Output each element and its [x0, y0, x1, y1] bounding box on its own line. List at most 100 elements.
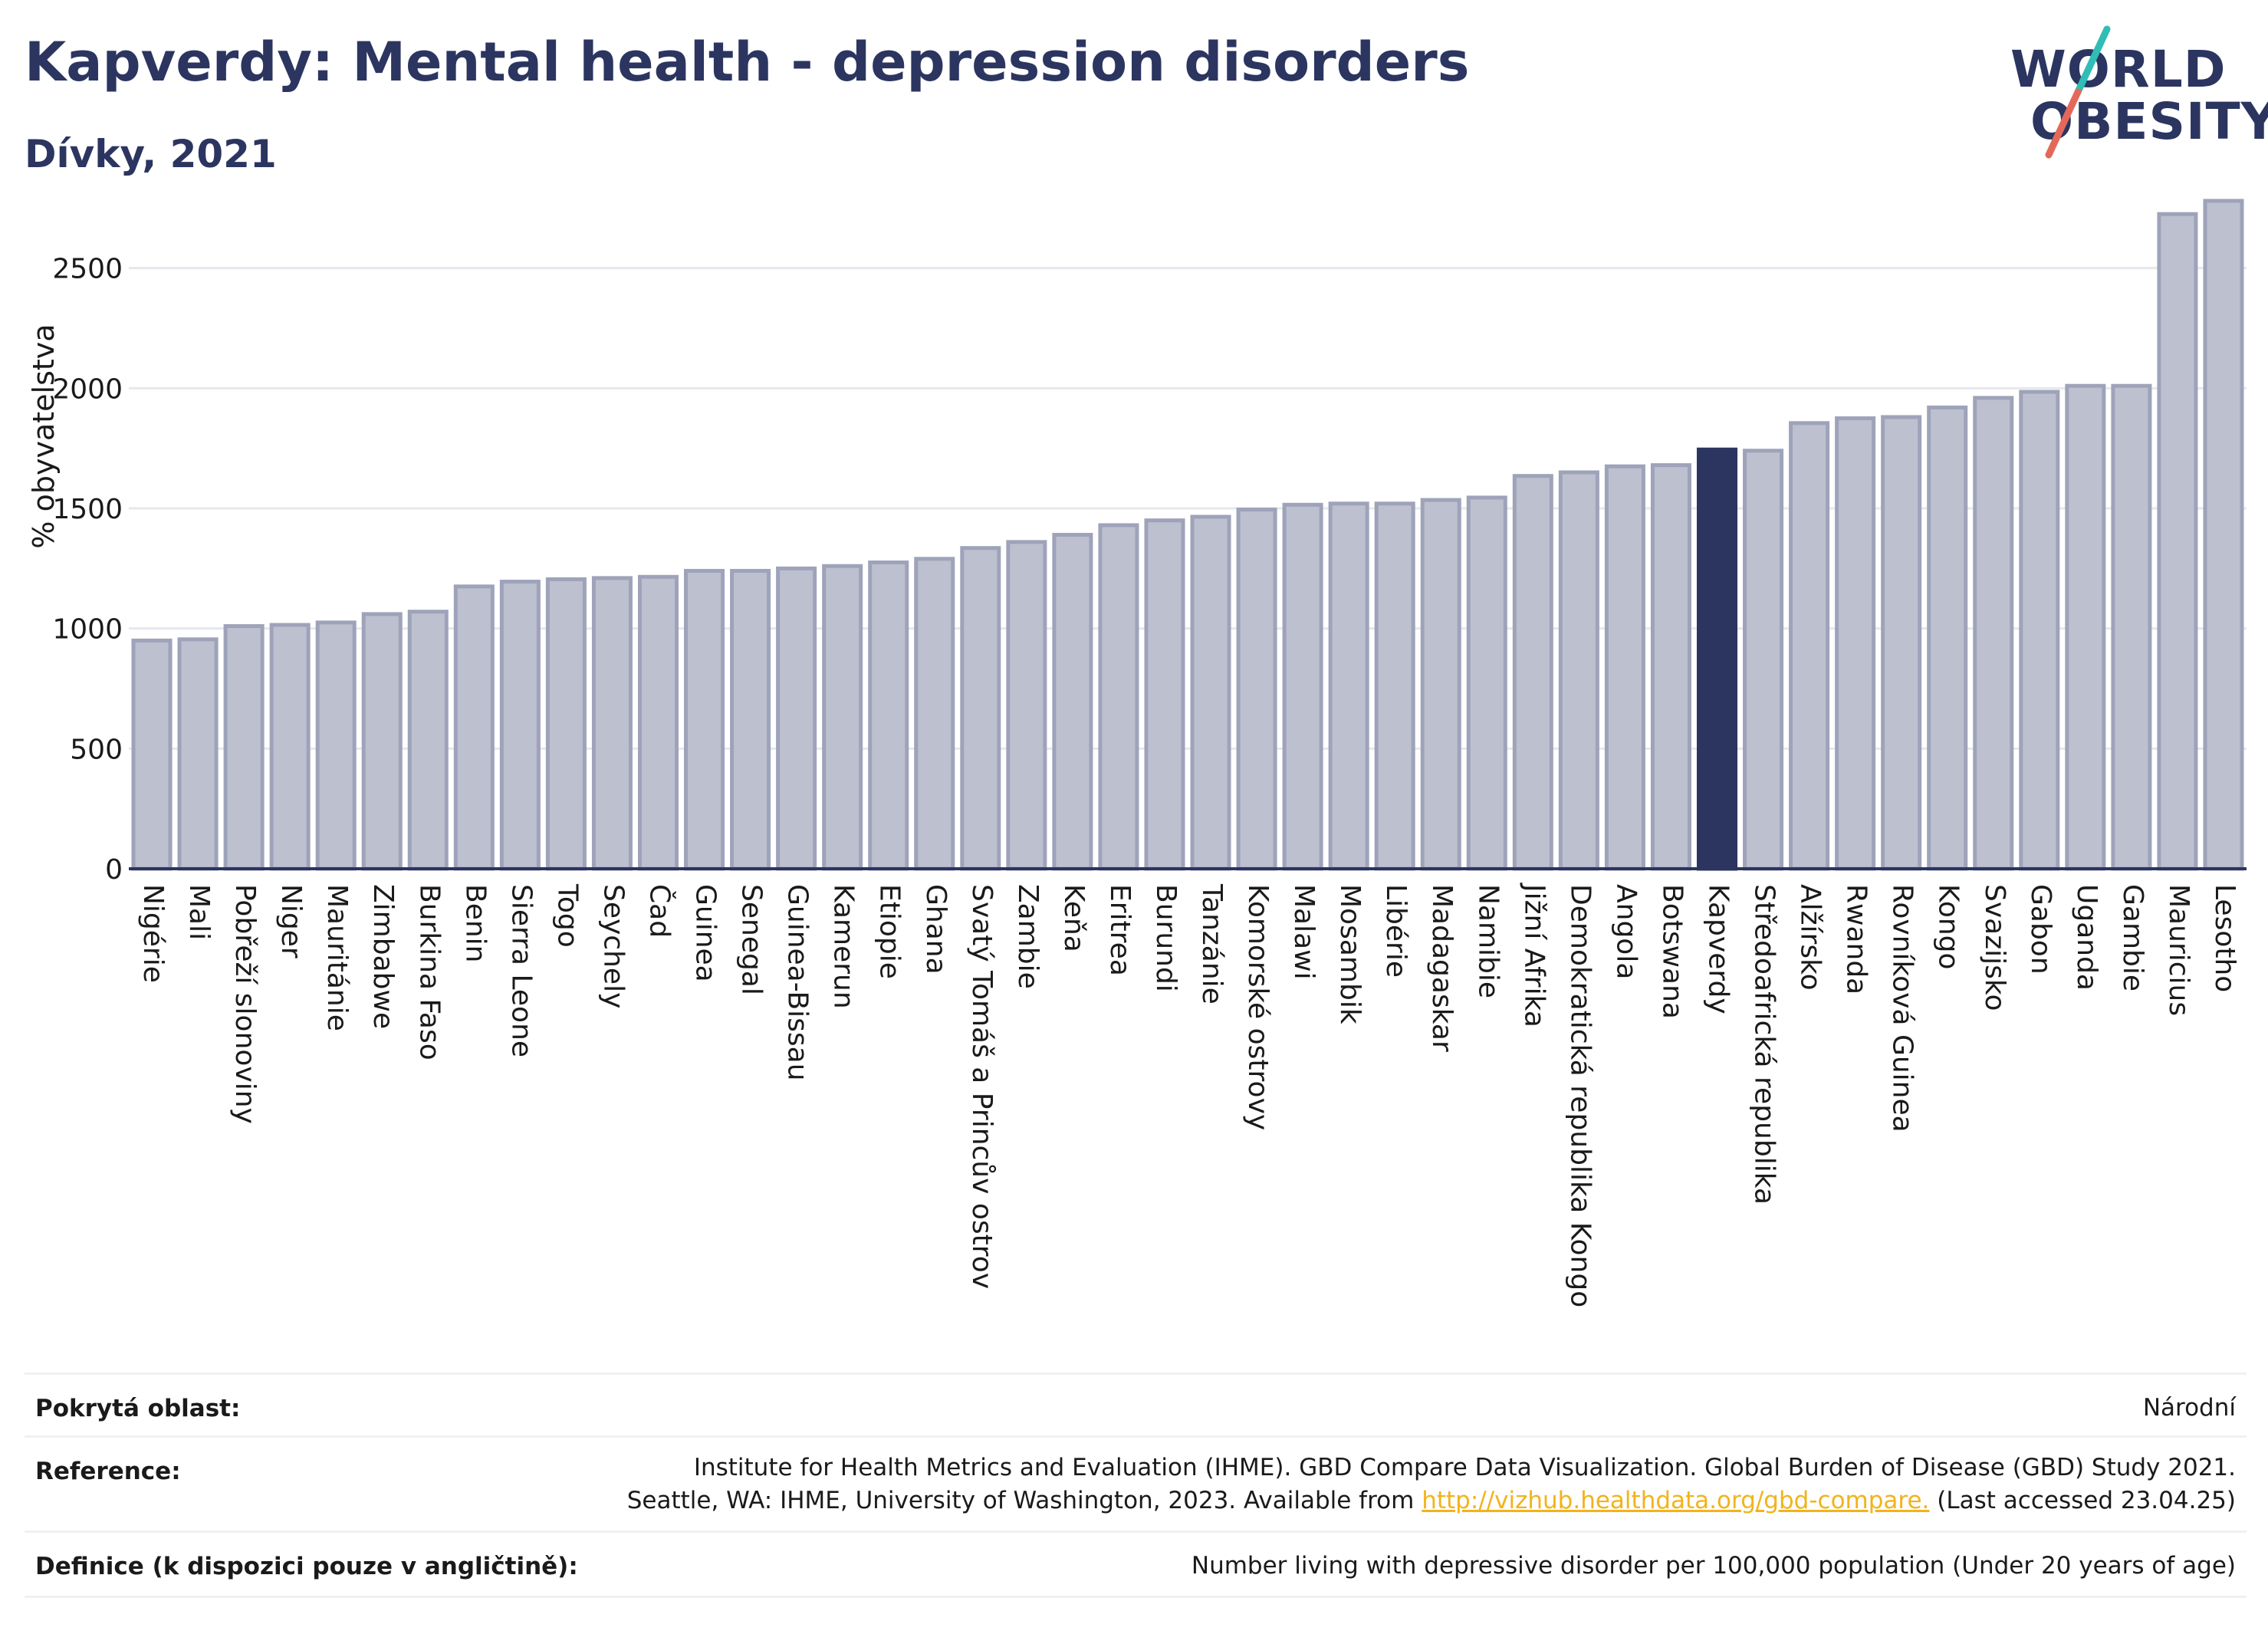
x-tick-label: Uganda [2071, 884, 2102, 991]
bar [2157, 212, 2198, 871]
bar [1743, 449, 1784, 871]
bar [914, 557, 955, 871]
coverage-row: Pokrytá oblast: Národní [25, 1373, 2247, 1438]
x-tick-label: Gambie [2117, 884, 2148, 991]
definition-row: Definice (k dispozici pouze v angličtině… [25, 1530, 2247, 1598]
x-tick-label: Etiopie [874, 884, 906, 979]
bar [499, 580, 541, 871]
x-tick-label: Rwanda [1841, 884, 1872, 995]
bar [453, 584, 495, 871]
bar [776, 566, 817, 871]
bar [1006, 540, 1047, 871]
definition-value: Number living with depressive disorder p… [1191, 1552, 2236, 1580]
y-axis-label: % obyvatelstva [27, 324, 61, 548]
world-obesity-logo: WORLD OBESITY [1994, 23, 2268, 169]
bar [1144, 518, 1185, 871]
bar [1420, 498, 1461, 871]
y-tick-label: 0 [105, 854, 123, 886]
bar [361, 612, 403, 871]
reference-label: Reference: [35, 1458, 181, 1485]
x-tick-label: Togo [551, 883, 583, 948]
x-tick-label: Malawi [1288, 884, 1320, 980]
x-tick-label: Kamerun [828, 884, 860, 1009]
x-tick-label: Niger [275, 884, 307, 958]
bar [1512, 474, 1553, 871]
x-tick-label: Benin [459, 884, 491, 962]
x-tick-label: Středoafrická republika [1749, 884, 1780, 1205]
y-tick-label: 2500 [52, 254, 123, 285]
bar [1881, 415, 1922, 871]
bar [315, 620, 357, 871]
x-tick-label: Komorské ostrovy [1242, 884, 1274, 1130]
bar [1052, 532, 1093, 871]
bar [1282, 502, 1323, 871]
x-tick-label: Jižní Afrika [1518, 883, 1550, 1027]
bar [223, 624, 265, 871]
reference-line-2-start: Seattle, WA: IHME, University of Washing… [626, 1487, 1422, 1514]
x-tick-label: Mali [183, 884, 215, 940]
x-tick-label: Mauricius [2163, 884, 2194, 1016]
bar-chart: 0 500 1000 1500 2000 2500 % obyvatelstva Nigéri… [27, 199, 2247, 1307]
bar [1789, 421, 1830, 871]
x-tick-label: Lesotho [2209, 884, 2240, 992]
bar [177, 637, 219, 871]
bar [407, 610, 449, 871]
x-tick-label: Mauritánie [321, 884, 353, 1031]
x-tick-label: Botswana [1656, 884, 1688, 1019]
x-tick-label: Keňa [1058, 884, 1090, 952]
x-tick-label: Gabon [2025, 884, 2056, 975]
bar [269, 623, 311, 871]
bar [2111, 383, 2152, 871]
x-tick-label: Kongo [1933, 884, 1964, 970]
coverage-value: Národní [2142, 1394, 2236, 1422]
bar [1927, 405, 1968, 871]
logo-line-1: WORLD [2010, 40, 2227, 99]
x-tick-label: Eritrea [1104, 884, 1136, 976]
x-tick-label: Pobřeží slonoviny [229, 884, 261, 1124]
x-tick-label: Ghana [920, 884, 952, 975]
bar [1374, 501, 1415, 871]
bar [960, 546, 1001, 871]
x-tick-label: Burkina Faso [413, 884, 445, 1060]
bar [545, 577, 587, 871]
reference-value: Institute for Health Metrics and Evaluat… [627, 1452, 2236, 1517]
bar [1604, 464, 1645, 871]
reference-row: Reference: Institute for Health Metrics … [25, 1435, 2247, 1533]
bar [1098, 523, 1139, 871]
reference-line-2-end: (Last accessed 23.04.25) [1929, 1487, 2236, 1514]
y-tick-label: 1500 [52, 494, 123, 525]
x-tick-label: Namibie [1472, 884, 1504, 998]
bar [1190, 515, 1231, 871]
bar [591, 576, 633, 871]
x-tick-label: Senegal [736, 884, 768, 995]
bar [1558, 470, 1599, 871]
y-tick-label: 2000 [52, 373, 123, 405]
x-tick-label: Kapverdy [1703, 884, 1734, 1014]
x-tick-label: Guinea-Bissau [782, 884, 814, 1081]
x-tick-label: Čad [644, 884, 676, 938]
x-tick-label: Libérie [1380, 884, 1412, 978]
x-tick-label: Nigérie [137, 884, 169, 983]
x-tick-label: Angola [1610, 884, 1642, 979]
y-tick-label: 1000 [52, 614, 123, 646]
bar [684, 568, 725, 871]
x-tick-label: Rovníková Guinea [1887, 884, 1918, 1133]
x-tick-label: Mosambik [1334, 884, 1366, 1024]
bar [2203, 199, 2244, 871]
x-tick-label: Guinea [690, 884, 721, 982]
definition-label: Definice (k dispozici pouze v angličtině… [35, 1553, 578, 1580]
highlighted-bar [1696, 447, 1738, 871]
bar [1236, 508, 1277, 871]
bar [1650, 463, 1691, 871]
bar [1835, 416, 1876, 871]
x-tick-label: Demokratická republika Kongo [1564, 884, 1596, 1307]
reference-link[interactable]: http://vizhub.healthdata.org/gbd-compare… [1422, 1487, 1930, 1514]
bar [1466, 495, 1507, 871]
reference-line-2: Seattle, WA: IHME, University of Washing… [627, 1484, 2236, 1517]
bar [2065, 383, 2106, 871]
x-tick-label: Madagaskar [1426, 884, 1458, 1052]
x-tick-label: Sierra Leone [505, 884, 537, 1057]
x-tick-label: Tanzánie [1196, 883, 1228, 1004]
x-tick-label: Zimbabwe [367, 884, 399, 1029]
bar [131, 638, 173, 871]
